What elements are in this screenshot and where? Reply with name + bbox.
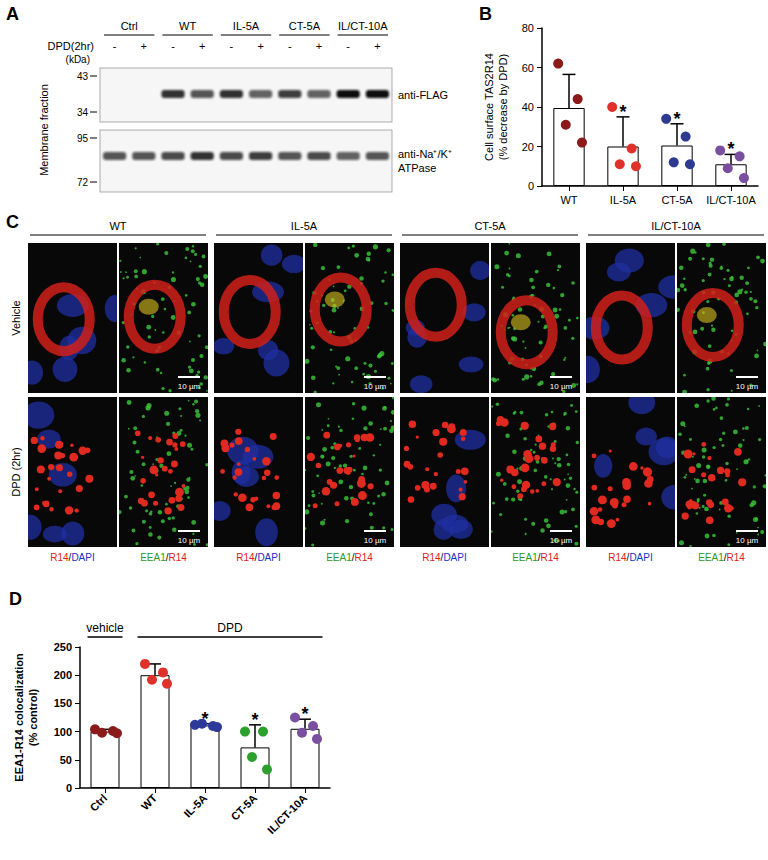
- svg-text:10 µm: 10 µm: [550, 536, 573, 545]
- svg-text:Vehicle: Vehicle: [10, 300, 22, 335]
- svg-text:80: 80: [522, 22, 534, 34]
- svg-text:200: 200: [54, 669, 72, 681]
- svg-text:250: 250: [54, 641, 72, 653]
- svg-text:*: *: [619, 102, 626, 122]
- svg-text:A: A: [6, 4, 19, 24]
- svg-text:10 µm: 10 µm: [364, 536, 387, 545]
- svg-text:*: *: [673, 109, 680, 129]
- svg-text:-: -: [171, 40, 175, 52]
- svg-text:Cell surface TAS2R14: Cell surface TAS2R14: [483, 53, 495, 161]
- svg-text:10 µm: 10 µm: [178, 382, 201, 391]
- svg-text:10 µm: 10 µm: [736, 536, 759, 545]
- svg-text:10 µm: 10 µm: [178, 536, 201, 545]
- svg-text:Ctrl: Ctrl: [121, 20, 138, 32]
- svg-text:*: *: [727, 139, 734, 159]
- svg-text:IL/CT-10A: IL/CT-10A: [338, 20, 388, 32]
- svg-text:anti-Na⁺/K⁺: anti-Na⁺/K⁺: [398, 148, 452, 160]
- svg-text:C: C: [6, 212, 19, 232]
- svg-text:-: -: [230, 40, 234, 52]
- svg-text:*: *: [301, 704, 308, 724]
- svg-text:WT: WT: [109, 220, 126, 232]
- svg-text:IL-5A: IL-5A: [181, 792, 209, 820]
- svg-text:R14/DAPI: R14/DAPI: [422, 552, 466, 563]
- svg-text:CT-5A: CT-5A: [474, 220, 506, 232]
- svg-text:100: 100: [54, 726, 72, 738]
- svg-text:IL/CT-10A: IL/CT-10A: [651, 220, 701, 232]
- svg-text:20: 20: [522, 141, 534, 153]
- svg-text:Membrane fraction: Membrane fraction: [38, 84, 50, 176]
- svg-text:D: D: [9, 589, 22, 609]
- svg-text:(% control): (% control): [27, 688, 39, 746]
- svg-text:IL/CT-10A: IL/CT-10A: [265, 792, 309, 836]
- svg-text:Ctrl: Ctrl: [87, 792, 109, 814]
- svg-text:EEA1/R14: EEA1/R14: [512, 552, 559, 563]
- svg-text:-: -: [113, 40, 117, 52]
- svg-text:95: 95: [77, 133, 89, 144]
- svg-text:R14/DAPI: R14/DAPI: [236, 552, 280, 563]
- svg-text:EEA1-R14 colocalization: EEA1-R14 colocalization: [13, 653, 25, 782]
- svg-text:-: -: [288, 40, 292, 52]
- svg-text:vehicle: vehicle: [86, 621, 124, 635]
- svg-text:CT-5A: CT-5A: [228, 792, 259, 823]
- svg-text:ATPase: ATPase: [398, 162, 436, 174]
- svg-text:+: +: [316, 40, 322, 52]
- svg-text:+: +: [257, 40, 263, 52]
- svg-text:+: +: [374, 40, 380, 52]
- svg-text:R14/DAPI: R14/DAPI: [50, 552, 94, 563]
- svg-text:150: 150: [54, 697, 72, 709]
- svg-text:WT: WT: [139, 792, 160, 813]
- svg-text:IL/CT-10A: IL/CT-10A: [706, 194, 756, 206]
- svg-text:CT-5A: CT-5A: [661, 194, 693, 206]
- svg-text:EEA1/R14: EEA1/R14: [140, 552, 187, 563]
- svg-text:IL-5A: IL-5A: [291, 220, 318, 232]
- svg-text:10 µm: 10 µm: [364, 382, 387, 391]
- svg-text:34: 34: [77, 107, 89, 118]
- svg-text:*: *: [251, 710, 258, 730]
- svg-text:WT: WT: [560, 194, 577, 206]
- svg-text:CT-5A: CT-5A: [289, 20, 321, 32]
- svg-text:DPD: DPD: [217, 621, 243, 635]
- svg-text:-: -: [346, 40, 350, 52]
- svg-text:WT: WT: [179, 20, 196, 32]
- svg-text:+: +: [141, 40, 147, 52]
- svg-text:10 µm: 10 µm: [736, 382, 759, 391]
- svg-text:R14/DAPI: R14/DAPI: [608, 552, 652, 563]
- svg-text:IL-5A: IL-5A: [233, 20, 260, 32]
- svg-text:DPD(2hr): DPD(2hr): [48, 40, 94, 52]
- svg-text:0: 0: [66, 782, 72, 794]
- svg-text:0: 0: [528, 180, 534, 192]
- svg-text:72: 72: [77, 177, 89, 188]
- svg-text:10 µm: 10 µm: [550, 382, 573, 391]
- svg-text:anti-FLAG: anti-FLAG: [398, 89, 448, 101]
- svg-text:EEA1/R14: EEA1/R14: [698, 552, 745, 563]
- svg-text:60: 60: [522, 62, 534, 74]
- svg-text:40: 40: [522, 101, 534, 113]
- svg-text:IL-5A: IL-5A: [610, 194, 637, 206]
- svg-text:(% decrease by DPD): (% decrease by DPD): [497, 54, 509, 160]
- svg-text:+: +: [199, 40, 205, 52]
- svg-text:B: B: [479, 4, 492, 24]
- svg-text:50: 50: [60, 754, 72, 766]
- svg-text:DPD (2hr): DPD (2hr): [10, 447, 22, 497]
- svg-text:EEA1/R14: EEA1/R14: [326, 552, 373, 563]
- svg-text:43: 43: [77, 71, 89, 82]
- svg-text:(kDa): (kDa): [66, 54, 90, 65]
